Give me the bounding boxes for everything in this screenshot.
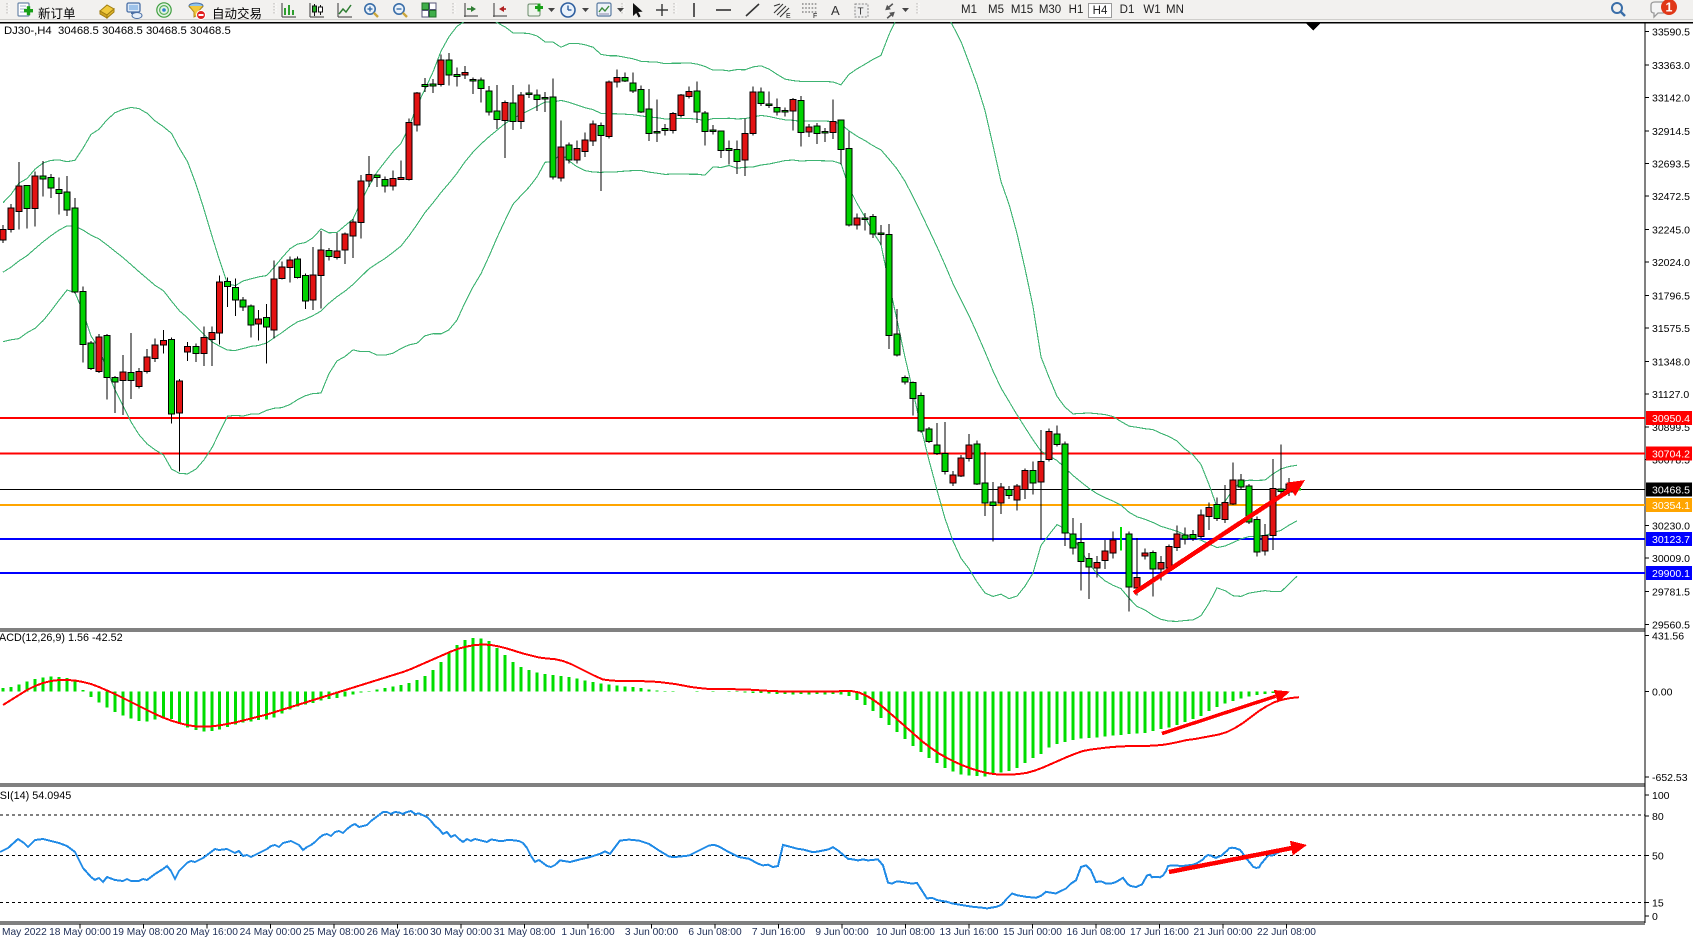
svg-text:30354.1: 30354.1	[1652, 500, 1690, 512]
svg-text:31127.0: 31127.0	[1652, 389, 1689, 401]
svg-text:DJ30-,H4 30468.5 30468.5 3046: DJ30-,H4 30468.5 30468.5 30468.5 30468.5	[4, 25, 231, 37]
svg-text:33590.5: 33590.5	[1652, 27, 1690, 39]
svg-text:32472.5: 32472.5	[1652, 191, 1690, 203]
svg-text:20 May 16:00: 20 May 16:00	[176, 927, 238, 938]
svg-text:26 May 16:00: 26 May 16:00	[367, 927, 429, 938]
svg-text:29560.5: 29560.5	[1652, 620, 1690, 632]
svg-text:9 Jun 00:00: 9 Jun 00:00	[815, 927, 869, 938]
svg-text:16 Jun 08:00: 16 Jun 08:00	[1067, 927, 1126, 938]
svg-text:31348.0: 31348.0	[1652, 356, 1690, 368]
svg-text:15 Jun 00:00: 15 Jun 00:00	[1003, 927, 1062, 938]
svg-text:31796.5: 31796.5	[1652, 290, 1690, 302]
svg-text:15: 15	[1652, 898, 1664, 910]
svg-text:1 Jun 16:00: 1 Jun 16:00	[561, 927, 615, 938]
svg-text:3 Jun 00:00: 3 Jun 00:00	[625, 927, 679, 938]
svg-text:21 Jun 00:00: 21 Jun 00:00	[1194, 927, 1253, 938]
svg-text:MACD(12,26,9) 1.56 -42.52: MACD(12,26,9) 1.56 -42.52	[0, 632, 123, 644]
svg-text:30 May 00:00: 30 May 00:00	[430, 927, 492, 938]
svg-text:30230.0: 30230.0	[1652, 521, 1690, 533]
svg-text:1: 1	[1666, 1, 1673, 15]
svg-text:32245.0: 32245.0	[1652, 224, 1690, 236]
svg-text:30899.5: 30899.5	[1652, 422, 1690, 434]
svg-text:30009.0: 30009.0	[1652, 553, 1690, 565]
svg-text:13 Jun 16:00: 13 Jun 16:00	[940, 927, 999, 938]
svg-text:7 Jun 16:00: 7 Jun 16:00	[752, 927, 806, 938]
svg-text:-652.53: -652.53	[1652, 772, 1688, 784]
svg-text:17 Jun 16:00: 17 Jun 16:00	[1130, 927, 1189, 938]
svg-text:431.56: 431.56	[1652, 631, 1684, 643]
svg-text:18 May 00:00: 18 May 00:00	[49, 927, 111, 938]
svg-text:24 May 00:00: 24 May 00:00	[240, 927, 302, 938]
svg-text:33142.0: 33142.0	[1652, 92, 1690, 104]
svg-text:31 May 08:00: 31 May 08:00	[494, 927, 556, 938]
svg-text:50: 50	[1652, 851, 1664, 863]
svg-text:31575.5: 31575.5	[1652, 323, 1690, 335]
svg-text:32914.5: 32914.5	[1652, 126, 1690, 138]
svg-text:29781.5: 29781.5	[1652, 587, 1690, 599]
svg-text:0: 0	[1652, 911, 1658, 923]
svg-text:100: 100	[1652, 790, 1670, 802]
svg-text:10 Jun 08:00: 10 Jun 08:00	[876, 927, 935, 938]
svg-text:22 Jun 08:00: 22 Jun 08:00	[1257, 927, 1316, 938]
svg-text:A: A	[831, 3, 840, 18]
svg-text:19 May 08:00: 19 May 08:00	[113, 927, 175, 938]
svg-text:30704.2: 30704.2	[1652, 448, 1690, 460]
svg-text:30468.5: 30468.5	[1652, 485, 1690, 497]
svg-text:6 Jun 08:00: 6 Jun 08:00	[688, 927, 742, 938]
svg-text:30123.7: 30123.7	[1652, 534, 1690, 546]
svg-text:T: T	[858, 7, 864, 18]
svg-text:30950.4: 30950.4	[1652, 413, 1690, 425]
svg-text:29900.1: 29900.1	[1652, 568, 1690, 580]
svg-text:May 2022: May 2022	[2, 927, 47, 938]
svg-text:32024.0: 32024.0	[1652, 257, 1690, 269]
svg-text:80: 80	[1652, 811, 1664, 823]
svg-text:E: E	[786, 13, 791, 20]
svg-text:RSI(14) 54.0945: RSI(14) 54.0945	[0, 790, 71, 802]
svg-text:33363.0: 33363.0	[1652, 60, 1690, 72]
svg-text:F: F	[813, 13, 817, 20]
svg-text:32693.5: 32693.5	[1652, 158, 1690, 170]
svg-text:0.00: 0.00	[1652, 687, 1673, 699]
svg-text:25 May 08:00: 25 May 08:00	[303, 927, 365, 938]
